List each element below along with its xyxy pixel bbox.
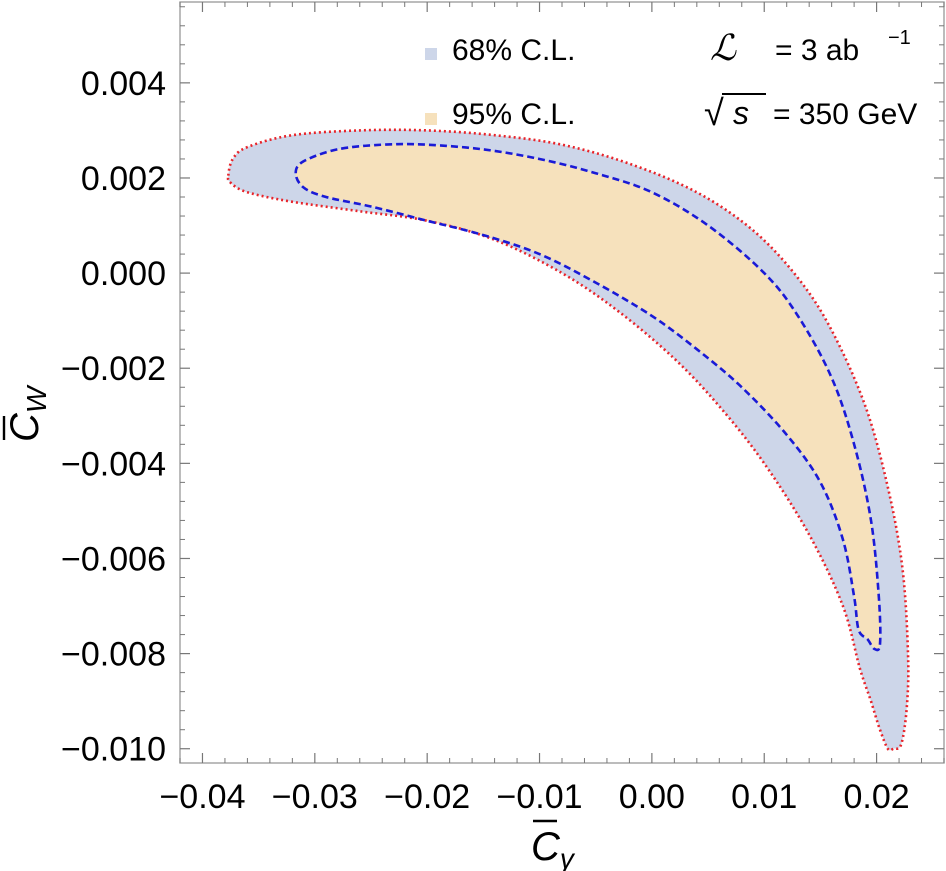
x-tick-label: 0.00 xyxy=(619,778,685,816)
x-tick-label: −0.03 xyxy=(272,778,358,816)
x-tick-label: −0.01 xyxy=(497,778,583,816)
legend-label-68: 68% C.L. xyxy=(452,34,575,67)
luminosity-annotation: ℒ = 3 ab −1 xyxy=(710,27,911,68)
y-tick-labels: 0.004 0.002 0.000 −0.002 −0.004 −0.006 −0.008 −… xyxy=(61,65,166,769)
x-tick-label: 0.02 xyxy=(843,778,909,816)
x-tick-labels: −0.04 −0.03 −0.02 −0.01 0.00 0.01 0.02 xyxy=(159,778,909,816)
x-tick-label: −0.02 xyxy=(384,778,470,816)
svg-text:CW: CW xyxy=(3,384,52,442)
legend-swatch-95 xyxy=(425,113,437,125)
energy-value: = 350 GeV xyxy=(773,98,917,131)
y-tick-label: 0.000 xyxy=(81,255,166,293)
y-tick-label: −0.006 xyxy=(61,540,166,578)
y-tick-label: 0.002 xyxy=(81,160,166,198)
y-axis-title: CW xyxy=(2,384,52,442)
x-axis-title-subscript: γ xyxy=(560,843,576,871)
legend: 68% C.L. 95% C.L. xyxy=(425,34,575,131)
y-tick-label: −0.010 xyxy=(61,731,166,769)
y-tick-label: −0.004 xyxy=(61,445,166,483)
svg-text:Cγ: Cγ xyxy=(531,825,576,871)
luminosity-value: = 3 ab xyxy=(775,34,859,67)
y-tick-label: 0.004 xyxy=(81,65,166,103)
sqrt-symbol: √ xyxy=(704,92,724,133)
x-tick-label: 0.01 xyxy=(731,778,797,816)
inner-contour-line xyxy=(294,142,882,652)
y-tick-label: −0.008 xyxy=(61,636,166,674)
x-axis-title-letter: C xyxy=(531,825,561,869)
x-tick-label: −0.04 xyxy=(159,778,245,816)
contour-regions xyxy=(226,128,910,752)
luminosity-symbol: ℒ xyxy=(710,27,737,68)
sqrt-variable: s xyxy=(733,95,749,131)
energy-annotation: √ s = 350 GeV xyxy=(704,92,917,133)
legend-label-95: 95% C.L. xyxy=(452,98,575,131)
legend-swatch-68 xyxy=(425,48,437,60)
inner-region-fill xyxy=(295,144,881,651)
axis-ticks xyxy=(179,2,945,763)
y-tick-label: −0.002 xyxy=(61,350,166,388)
y-axis-title-subscript: W xyxy=(21,384,52,413)
luminosity-exponent: −1 xyxy=(888,27,911,49)
y-axis-title-letter: C xyxy=(3,412,47,442)
x-axis-title: Cγ xyxy=(531,819,576,871)
